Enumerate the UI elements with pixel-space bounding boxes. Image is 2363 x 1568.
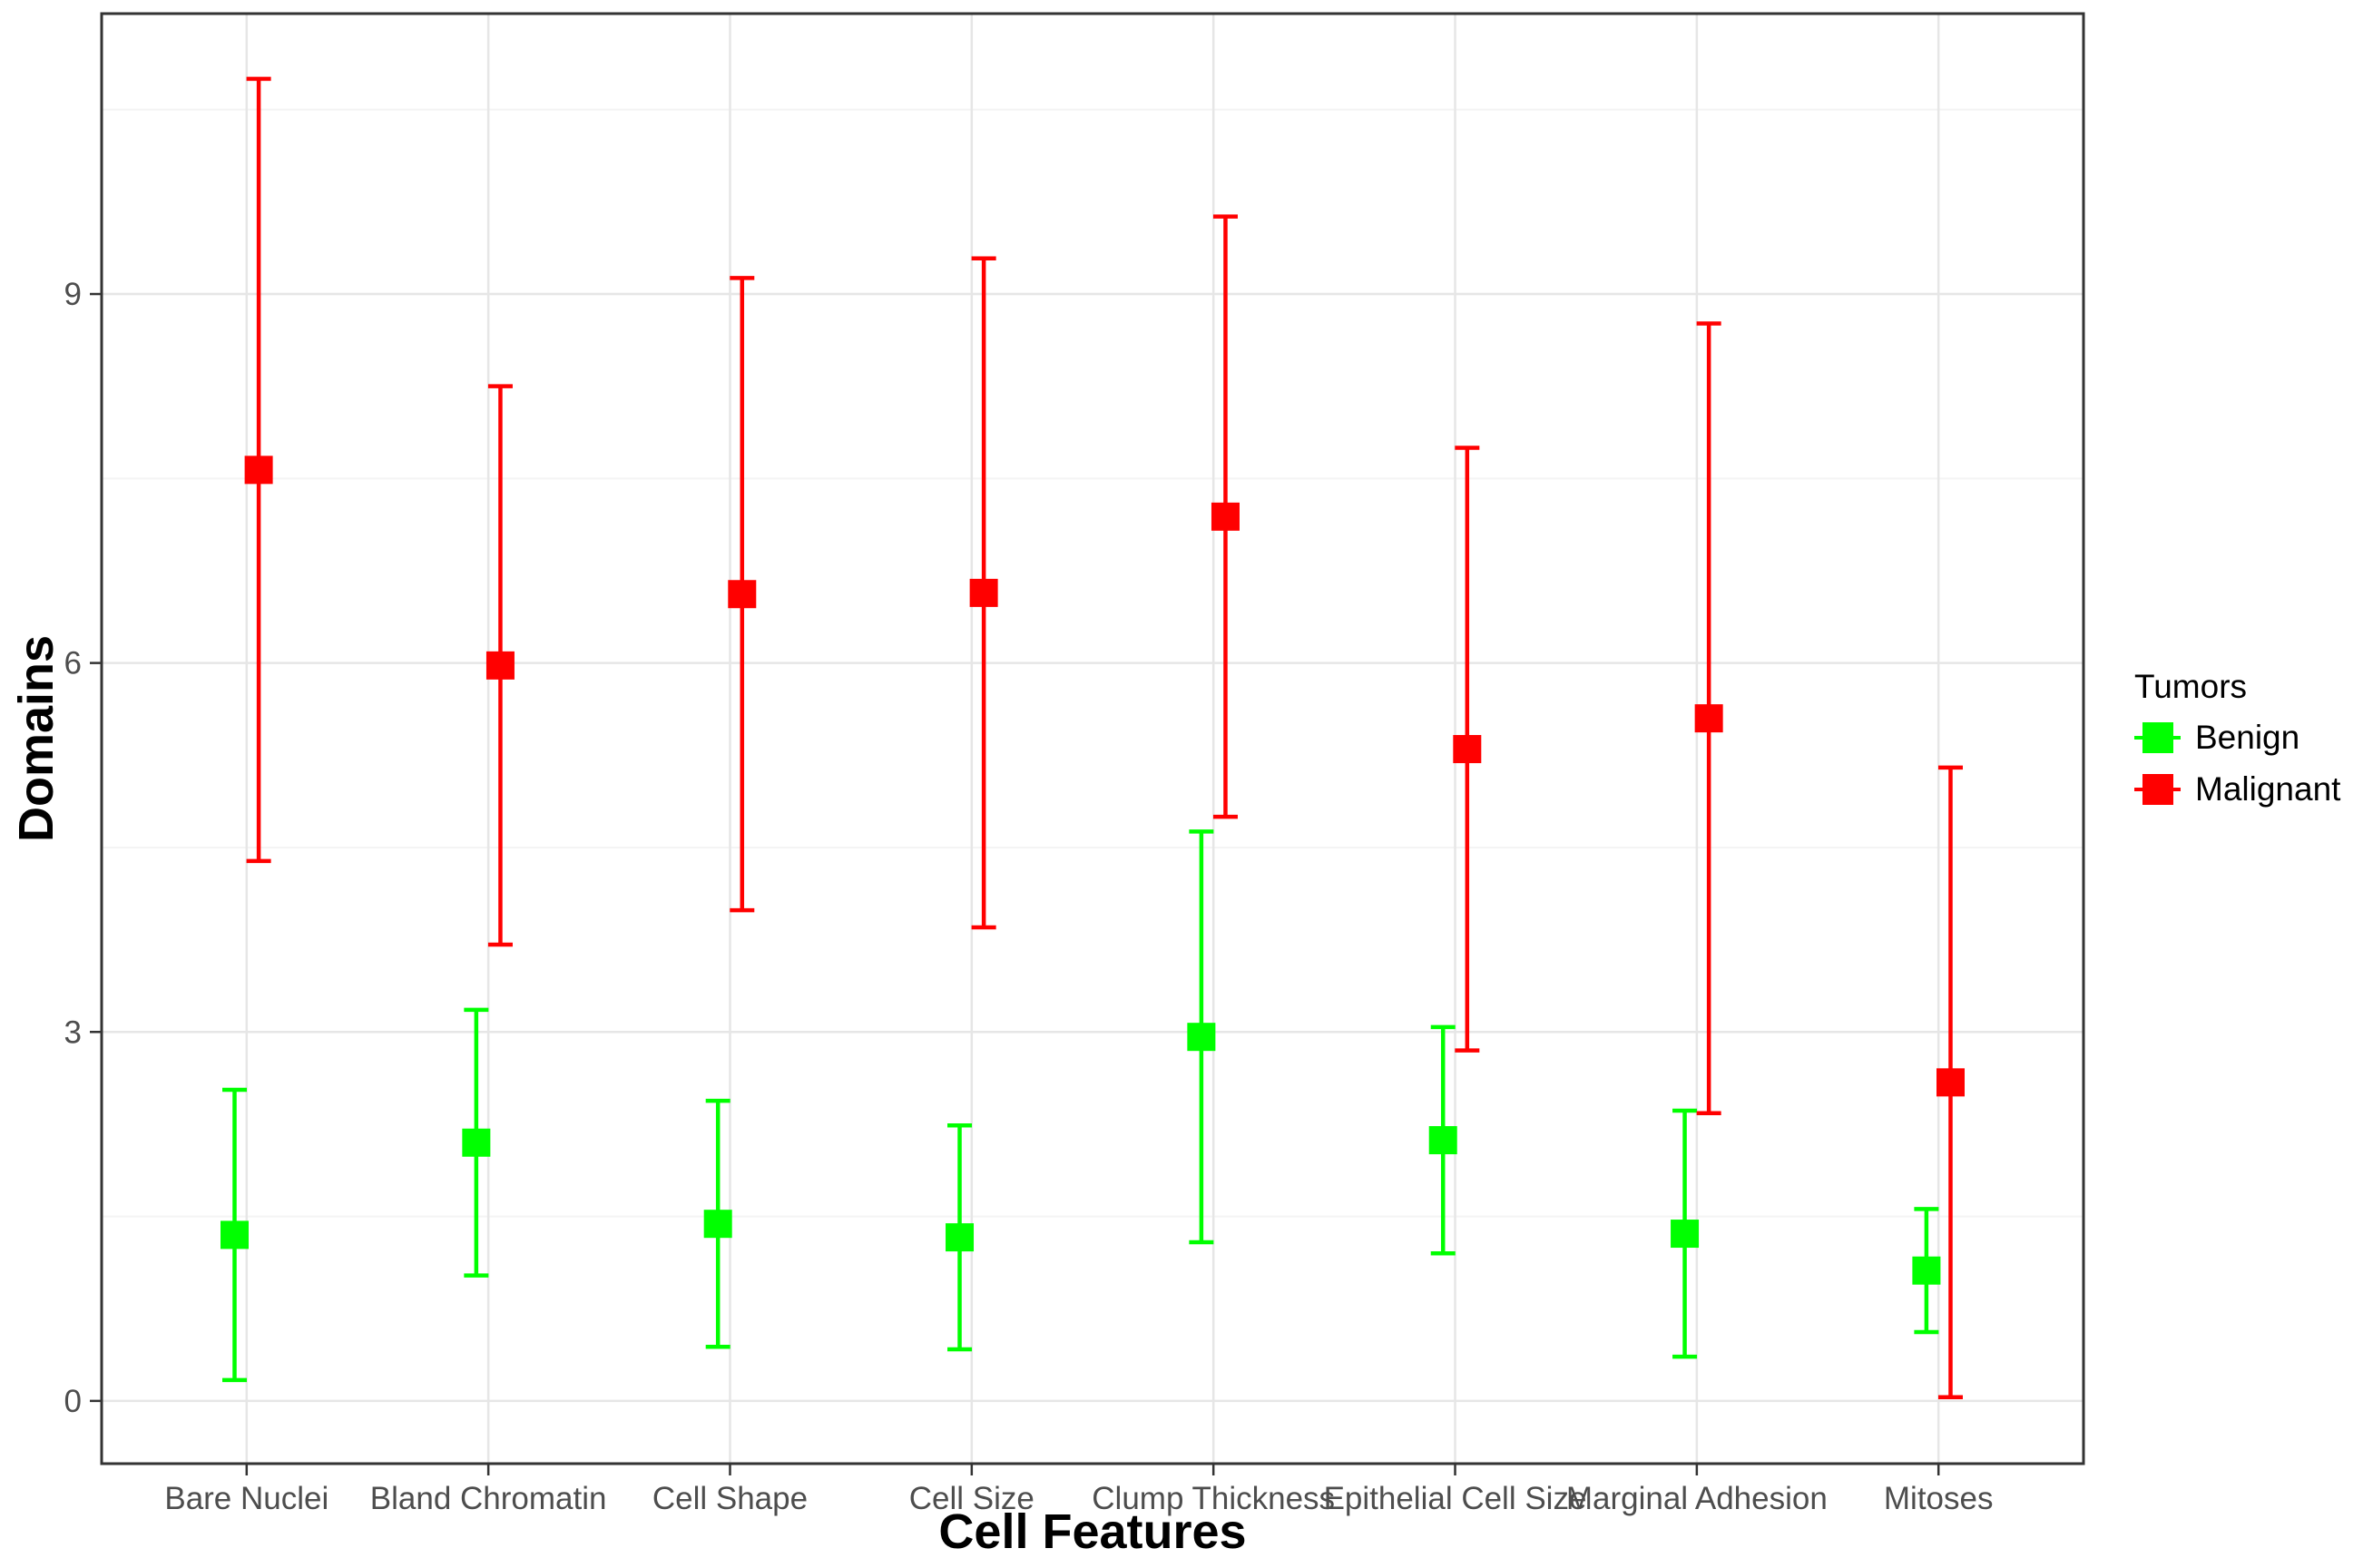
y-tick-label: 0 — [64, 1384, 82, 1419]
point-malignant-bland-chromatin — [485, 651, 515, 680]
x-axis-title: Cell Features — [938, 1504, 1247, 1559]
y-tick-label: 3 — [64, 1014, 82, 1050]
x-tick-label: Marginal Adhesion — [1566, 1481, 1828, 1516]
panel-background — [102, 14, 2084, 1464]
point-benign-bare-nuclei — [221, 1220, 250, 1250]
legend-item-benign: Benign — [2134, 711, 2340, 763]
point-benign-bland-chromatin — [462, 1128, 491, 1157]
y-axis-title: Domains — [9, 634, 64, 843]
point-malignant-epithelial-cell-size — [1453, 735, 1482, 764]
point-benign-clump-thickness — [1187, 1023, 1216, 1052]
legend-items: Benign Malignant — [2134, 711, 2340, 815]
point-benign-mitoses — [1912, 1256, 1941, 1285]
x-tick-label: Epithelial Cell Size — [1324, 1481, 1587, 1516]
point-malignant-mitoses — [1936, 1068, 1965, 1097]
point-benign-marginal-adhesion — [1671, 1220, 1700, 1249]
point-benign-cell-shape — [703, 1210, 732, 1239]
point-malignant-cell-size — [969, 578, 998, 607]
legend-title: Tumors — [2134, 668, 2248, 705]
panel-border — [100, 12, 2085, 1465]
legend-label: Benign — [2195, 718, 2300, 756]
legend-label: Malignant — [2195, 769, 2341, 808]
point-malignant-marginal-adhesion — [1694, 704, 1723, 733]
x-tick-label: Bland Chromatin — [370, 1481, 607, 1516]
legend: Tumors Benign Malignant — [2134, 668, 2340, 815]
legend-item-malignant: Malignant — [2134, 763, 2340, 815]
x-tick-label: Bare Nuclei — [164, 1481, 328, 1516]
point-malignant-cell-shape — [728, 580, 757, 609]
point-benign-epithelial-cell-size — [1428, 1126, 1457, 1155]
legend-key-malignant-icon — [2134, 772, 2181, 807]
y-tick-label: 9 — [64, 277, 82, 312]
x-tick-label: Cell Shape — [652, 1481, 808, 1516]
x-tick-label: Cell Size — [909, 1481, 1034, 1516]
x-tick-label: Mitoses — [1884, 1481, 1994, 1516]
legend-key-benign-icon — [2134, 720, 2181, 755]
point-benign-cell-size — [946, 1223, 975, 1252]
point-malignant-bare-nuclei — [244, 456, 273, 485]
point-malignant-clump-thickness — [1211, 502, 1240, 531]
y-tick-label: 6 — [64, 646, 82, 681]
x-tick-label: Clump Thickness — [1092, 1481, 1335, 1516]
